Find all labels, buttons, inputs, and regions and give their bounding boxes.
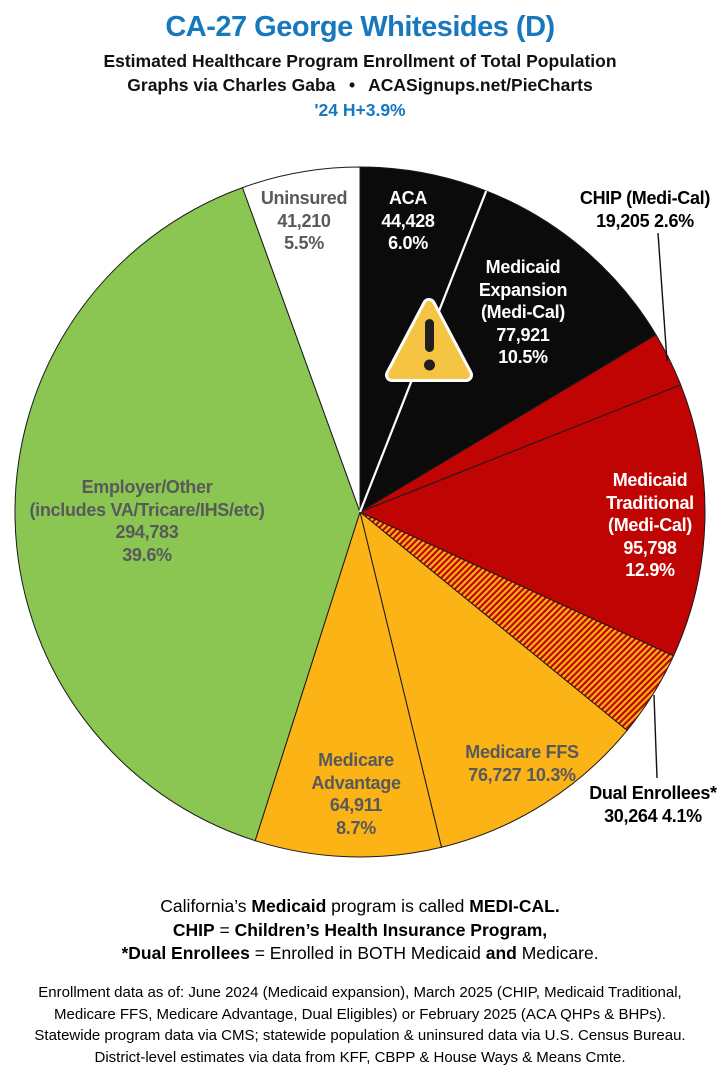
pie-slice-medicare-ffs	[359, 510, 628, 848]
warning-icon	[385, 298, 473, 382]
pie-slice-medicaid-traditional	[358, 384, 706, 657]
definition-notes: California’s Medicaid program is called …	[0, 895, 720, 966]
pie-slice-employer-other	[14, 186, 361, 842]
source-footer: Enrollment data as of: June 2024 (Medica…	[0, 982, 720, 1068]
footer-line: Enrollment data as of: June 2024 (Medica…	[38, 984, 682, 1001]
page-subtitle: Estimated Healthcare Program Enrollment …	[103, 51, 617, 71]
footer-line: Statewide program data via CMS; statewid…	[34, 1027, 686, 1044]
note-line: CHIP = Children’s Health Insurance Progr…	[172, 919, 548, 940]
pie-slice-medicare-advantage	[254, 510, 443, 858]
leader-line-chip	[657, 232, 668, 362]
pie-slice-medicaid-expansion	[358, 190, 657, 514]
note-line: California’s Medicaid program is called …	[160, 896, 560, 916]
page-title: CA-27 George Whitesides (D)	[165, 11, 555, 43]
pie-slice-uninsured	[241, 166, 361, 513]
election-margin-line: '24 H+3.9%	[314, 100, 406, 120]
footer-line: District-level estimates via data from K…	[94, 1048, 626, 1066]
attribution-line: Graphs via Charles Gaba • ACASignups.net…	[127, 75, 593, 95]
footer-line: Medicare FFS, Medicare Advantage, Dual E…	[54, 1005, 666, 1023]
note-line: *Dual Enrollees = Enrolled in BOTH Medic…	[121, 943, 599, 963]
leader-line-dual-enrollees	[653, 694, 658, 779]
